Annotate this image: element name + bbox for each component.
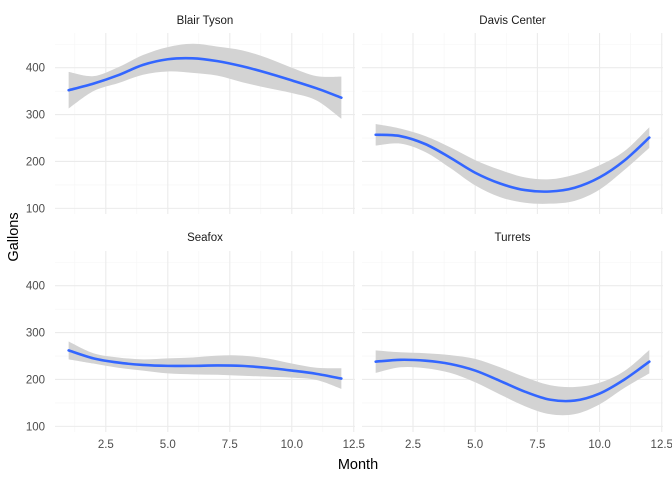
y-tick-label: 400 [26, 63, 45, 75]
panel-blair-tyson: Blair Tyson 100 200 300 400 [26, 15, 355, 215]
x-axis-title: Month [338, 457, 378, 473]
y-tick-label: 200 [26, 156, 45, 168]
confidence-ribbon [68, 43, 342, 119]
panel-davis-center: Davis Center [362, 15, 663, 214]
facet-strip-label: Blair Tyson [177, 15, 234, 27]
y-axis-title: Gallons [6, 212, 22, 261]
y-tick-label: 100 [26, 203, 45, 215]
x-tick-label: 12.5 [343, 439, 365, 451]
x-tick-label: 2.5 [98, 439, 114, 451]
x-tick-label: 10.0 [588, 439, 610, 451]
facet-strip-label: Turrets [495, 232, 531, 244]
y-tick-label: 400 [26, 281, 45, 293]
facet-strip-label: Davis Center [479, 15, 546, 27]
x-tick-label: 2.5 [405, 439, 421, 451]
y-tick-label: 300 [26, 110, 45, 122]
x-tick-label: 7.5 [222, 439, 238, 451]
y-tick-label: 200 [26, 374, 45, 386]
x-tick-label: 10.0 [281, 439, 303, 451]
series-line [374, 358, 651, 403]
y-tick-label: 300 [26, 328, 45, 340]
panel-turrets: Turrets 2.5 5.0 7.5 10.0 12.5 [362, 232, 672, 451]
confidence-ribbon [375, 123, 650, 204]
x-tick-label: 5.0 [467, 439, 483, 451]
series-line [67, 56, 343, 100]
series-line [67, 349, 343, 380]
series-line [374, 133, 651, 193]
facet-strip-label: Seafox [187, 232, 223, 244]
y-tick-label: 100 [26, 421, 45, 433]
x-tick-label: 5.0 [160, 439, 176, 451]
x-tick-label: 7.5 [529, 439, 545, 451]
x-tick-label: 12.5 [651, 439, 672, 451]
panel-seafox: Seafox 100 200 300 400 2.5 5.0 7.5 10.0 12.5 [26, 232, 365, 451]
